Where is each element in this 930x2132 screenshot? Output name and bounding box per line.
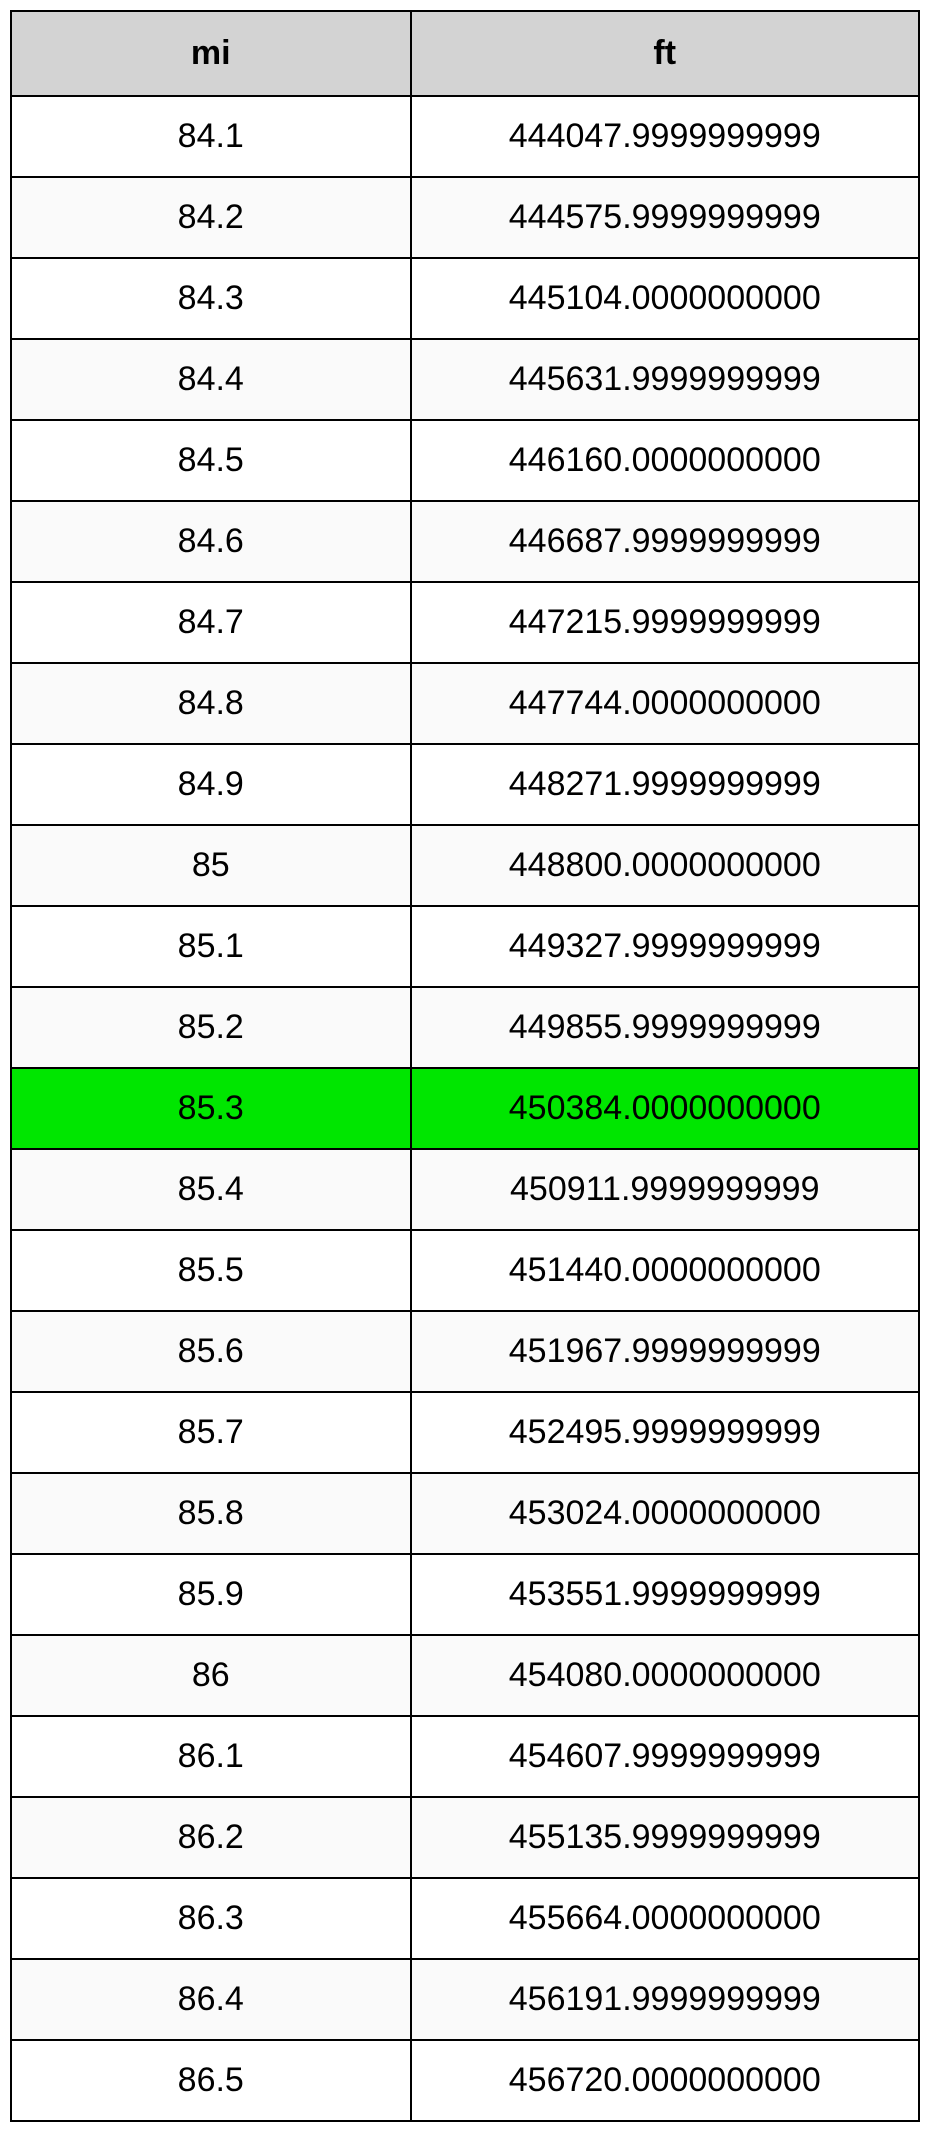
cell-mi: 85.4 [11, 1149, 411, 1230]
table-row: 86 454080.0000000000 [11, 1635, 919, 1716]
cell-mi: 86 [11, 1635, 411, 1716]
table-row: 86.5 456720.0000000000 [11, 2040, 919, 2121]
cell-mi: 86.2 [11, 1797, 411, 1878]
table-row: 86.2 455135.9999999999 [11, 1797, 919, 1878]
cell-ft: 453551.9999999999 [411, 1554, 919, 1635]
table-row: 84.5 446160.0000000000 [11, 420, 919, 501]
cell-mi: 85.5 [11, 1230, 411, 1311]
cell-ft: 447744.0000000000 [411, 663, 919, 744]
cell-ft: 445104.0000000000 [411, 258, 919, 339]
cell-ft: 455664.0000000000 [411, 1878, 919, 1959]
table-row-highlighted: 85.3 450384.0000000000 [11, 1068, 919, 1149]
cell-ft: 446687.9999999999 [411, 501, 919, 582]
table-row: 84.8 447744.0000000000 [11, 663, 919, 744]
table-row: 86.1 454607.9999999999 [11, 1716, 919, 1797]
column-header-mi: mi [11, 11, 411, 96]
table-row: 85.1 449327.9999999999 [11, 906, 919, 987]
cell-ft: 452495.9999999999 [411, 1392, 919, 1473]
cell-mi: 84.5 [11, 420, 411, 501]
cell-ft: 446160.0000000000 [411, 420, 919, 501]
cell-mi: 85.2 [11, 987, 411, 1068]
column-header-ft: ft [411, 11, 919, 96]
cell-ft: 447215.9999999999 [411, 582, 919, 663]
cell-ft: 456720.0000000000 [411, 2040, 919, 2121]
table-row: 85.5 451440.0000000000 [11, 1230, 919, 1311]
table-row: 85.8 453024.0000000000 [11, 1473, 919, 1554]
cell-mi: 84.3 [11, 258, 411, 339]
cell-mi: 84.6 [11, 501, 411, 582]
cell-mi: 85.8 [11, 1473, 411, 1554]
cell-ft: 448800.0000000000 [411, 825, 919, 906]
table-row: 84.9 448271.9999999999 [11, 744, 919, 825]
cell-ft: 451967.9999999999 [411, 1311, 919, 1392]
conversion-table: mi ft 84.1 444047.9999999999 84.2 444575… [10, 10, 920, 2122]
cell-mi: 84.8 [11, 663, 411, 744]
table-row: 85.2 449855.9999999999 [11, 987, 919, 1068]
cell-mi: 84.2 [11, 177, 411, 258]
cell-ft: 450911.9999999999 [411, 1149, 919, 1230]
cell-mi: 84.9 [11, 744, 411, 825]
table-row: 84.7 447215.9999999999 [11, 582, 919, 663]
table-row: 86.4 456191.9999999999 [11, 1959, 919, 2040]
table-row: 84.6 446687.9999999999 [11, 501, 919, 582]
cell-ft: 456191.9999999999 [411, 1959, 919, 2040]
cell-mi: 84.7 [11, 582, 411, 663]
table-row: 84.1 444047.9999999999 [11, 96, 919, 177]
cell-ft: 444575.9999999999 [411, 177, 919, 258]
cell-mi: 85 [11, 825, 411, 906]
cell-ft: 455135.9999999999 [411, 1797, 919, 1878]
cell-ft: 444047.9999999999 [411, 96, 919, 177]
cell-ft: 454607.9999999999 [411, 1716, 919, 1797]
table-row: 85 448800.0000000000 [11, 825, 919, 906]
table-row: 85.7 452495.9999999999 [11, 1392, 919, 1473]
cell-mi: 84.4 [11, 339, 411, 420]
cell-ft: 450384.0000000000 [411, 1068, 919, 1149]
table-row: 84.4 445631.9999999999 [11, 339, 919, 420]
cell-ft: 453024.0000000000 [411, 1473, 919, 1554]
cell-mi: 86.5 [11, 2040, 411, 2121]
cell-ft: 449855.9999999999 [411, 987, 919, 1068]
cell-ft: 451440.0000000000 [411, 1230, 919, 1311]
table-row: 86.3 455664.0000000000 [11, 1878, 919, 1959]
cell-mi: 85.7 [11, 1392, 411, 1473]
cell-mi: 85.3 [11, 1068, 411, 1149]
table-row: 85.9 453551.9999999999 [11, 1554, 919, 1635]
cell-mi: 86.1 [11, 1716, 411, 1797]
table-row: 84.3 445104.0000000000 [11, 258, 919, 339]
cell-ft: 454080.0000000000 [411, 1635, 919, 1716]
cell-ft: 449327.9999999999 [411, 906, 919, 987]
table-row: 84.2 444575.9999999999 [11, 177, 919, 258]
table-header-row: mi ft [11, 11, 919, 96]
cell-mi: 86.4 [11, 1959, 411, 2040]
cell-mi: 86.3 [11, 1878, 411, 1959]
cell-mi: 85.6 [11, 1311, 411, 1392]
table-row: 85.6 451967.9999999999 [11, 1311, 919, 1392]
cell-mi: 84.1 [11, 96, 411, 177]
cell-ft: 448271.9999999999 [411, 744, 919, 825]
table-row: 85.4 450911.9999999999 [11, 1149, 919, 1230]
cell-ft: 445631.9999999999 [411, 339, 919, 420]
cell-mi: 85.1 [11, 906, 411, 987]
cell-mi: 85.9 [11, 1554, 411, 1635]
